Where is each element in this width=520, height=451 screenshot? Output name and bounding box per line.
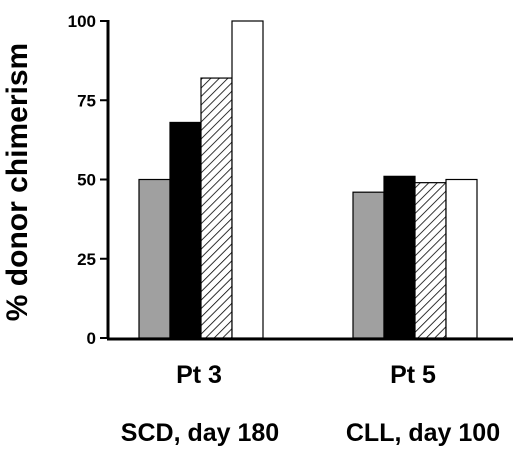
bar-pt-3-series-4 [231,20,264,339]
y-tick-label: 100 [68,12,96,31]
bar-pt-5-series-1 [352,191,385,339]
category-label: Pt 5 [390,361,436,389]
category-sublabel: CLL, day 100 [346,419,500,447]
category-labels: Pt 3 SCD, day 180 Pt 5 CLL, day 100 [121,361,500,447]
y-axis-ticks: 0 25 50 75 100 [68,12,108,348]
bar-pt-3-series-1 [138,178,171,339]
bar-group [138,20,478,339]
y-tick-label: 0 [87,329,96,348]
bar-pt-5-series-2 [383,175,416,339]
category-label: Pt 3 [176,361,222,389]
y-axis-title: % donor chimerism [1,43,34,321]
bar-pt-3-series-3 [200,77,233,339]
y-tick-label: 75 [77,91,96,110]
category-sublabel: SCD, day 180 [121,419,279,447]
bar-pt-5-series-4 [445,178,478,339]
bar-pt-5-series-3 [414,182,447,339]
bar-pt-3-series-2 [169,121,202,339]
y-tick-label: 50 [77,171,96,190]
y-tick-label: 25 [77,250,96,269]
